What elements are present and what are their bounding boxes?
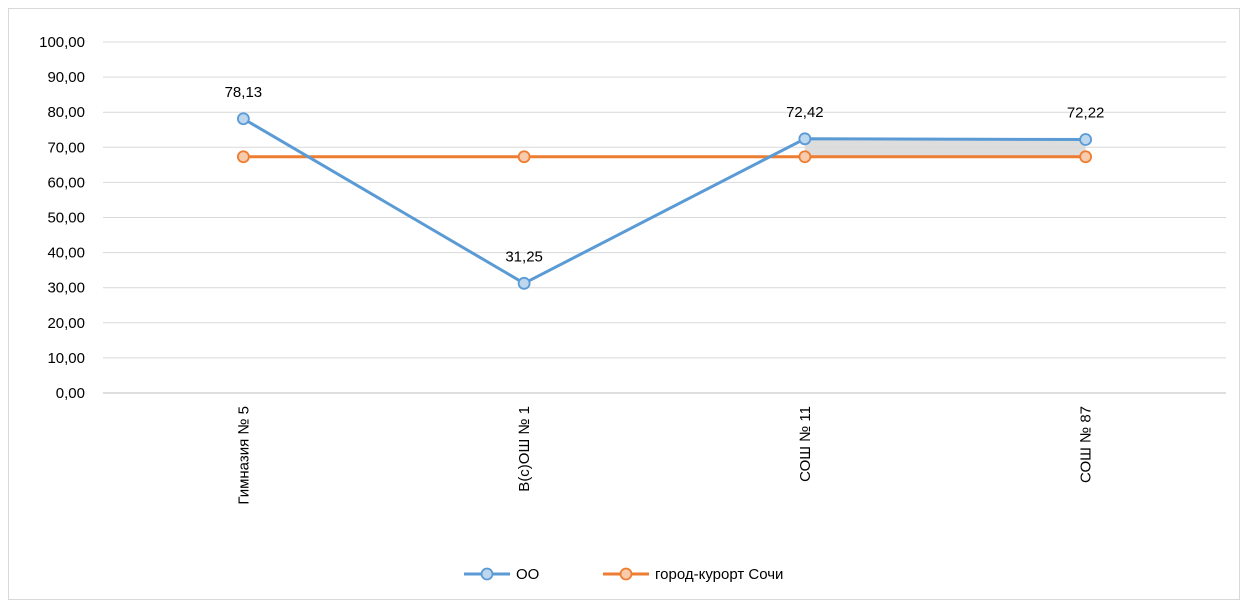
y-tick-label: 50,00	[47, 210, 85, 227]
data-point	[798, 150, 812, 164]
y-tick-label: 30,00	[47, 280, 85, 297]
gridlines	[103, 41, 1226, 394]
data-point	[798, 132, 812, 146]
legend: ОО город-курорт Сочи	[464, 566, 783, 583]
data-point	[517, 150, 531, 164]
data-point	[1079, 150, 1093, 164]
legend-item: город-курорт Сочи	[603, 566, 783, 583]
x-axis-tick-labels: Гимназия № 5 В(с)ОШ № 1 СОШ № 11 СОШ № 87	[235, 406, 1094, 505]
data-point	[236, 150, 250, 164]
y-axis-tick-labels: 0,00 10,00 20,00 30,00 40,00 50,00 60,00 70,00 8…	[39, 34, 85, 402]
x-tick-label: СОШ № 11	[797, 406, 814, 482]
gap-fill-area	[804, 138, 1086, 157]
legend-label: ОО	[516, 566, 539, 583]
series-lines	[236, 112, 1093, 290]
y-tick-label: 90,00	[47, 69, 85, 86]
x-tick-label: В(с)ОШ № 1	[516, 406, 533, 492]
data-label: 72,22	[1067, 105, 1105, 122]
data-point	[517, 276, 531, 290]
data-label: 78,13	[225, 84, 263, 101]
data-label: 31,25	[505, 248, 543, 265]
x-tick-label: СОШ № 87	[1078, 406, 1095, 483]
legend-item: ОО	[464, 566, 539, 583]
x-tick-label: Гимназия № 5	[235, 406, 252, 505]
series-line-0	[242, 117, 1086, 285]
data-labels: 78,13 31,25 72,42 72,22	[225, 84, 1105, 266]
y-tick-label: 20,00	[47, 315, 85, 332]
y-tick-label: 40,00	[47, 245, 85, 262]
y-tick-label: 70,00	[47, 139, 85, 156]
legend-marker	[619, 567, 633, 581]
y-tick-label: 60,00	[47, 174, 85, 191]
legend-marker	[480, 567, 494, 581]
data-label: 72,42	[786, 104, 824, 121]
y-tick-label: 10,00	[47, 350, 85, 367]
y-tick-label: 100,00	[39, 34, 85, 51]
data-point	[1079, 133, 1093, 146]
y-tick-label: 0,00	[56, 385, 85, 402]
legend-label: город-курорт Сочи	[655, 566, 783, 583]
difference-fill	[804, 138, 1086, 157]
chart-frame	[8, 8, 1240, 600]
y-tick-label: 80,00	[47, 104, 85, 121]
data-point	[236, 112, 250, 126]
